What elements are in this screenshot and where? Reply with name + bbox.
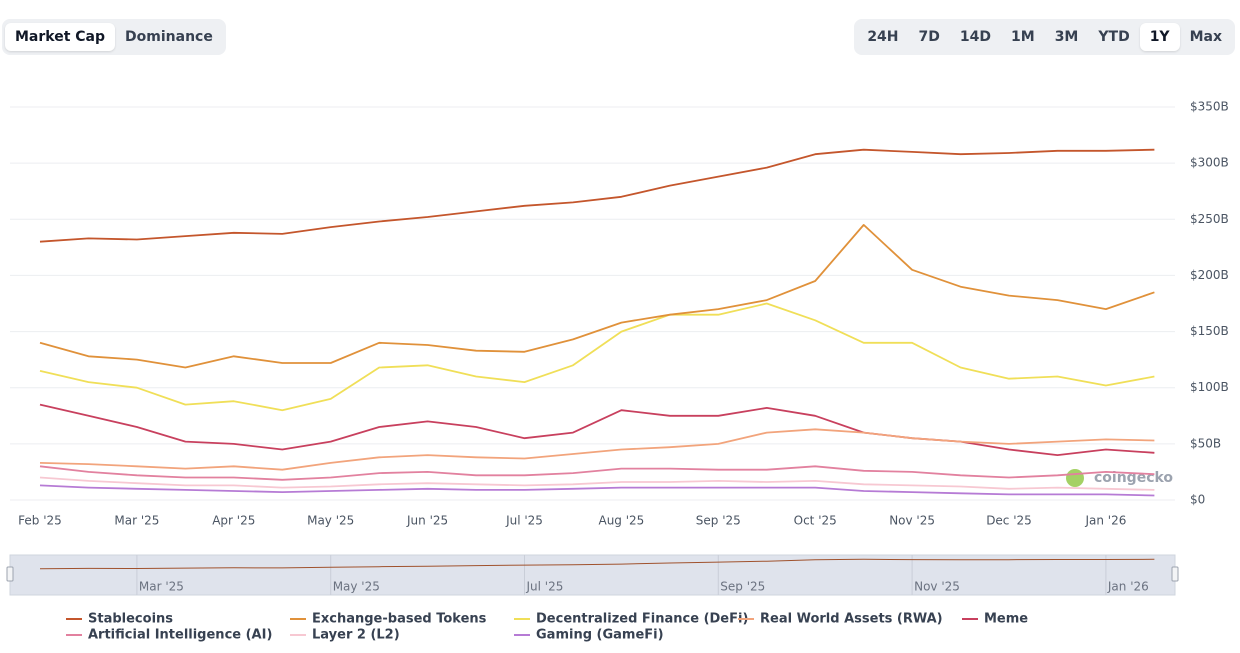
y-tick-label: $200B — [1190, 268, 1229, 282]
y-tick-label: $50B — [1190, 436, 1221, 450]
legend-item[interactable]: Gaming (GameFi) — [514, 628, 664, 643]
x-tick-label: Aug '25 — [598, 514, 644, 528]
range-group: 24H 7D 14D 1M 3M YTD 1Y Max — [854, 19, 1235, 55]
navigator-label: Jul '25 — [526, 580, 564, 594]
y-tick-label: $100B — [1190, 380, 1229, 394]
range-button[interactable]: 1Y — [1139, 23, 1180, 51]
series-line — [39, 428, 1155, 471]
legend-label: Layer 2 (L2) — [312, 628, 400, 643]
x-tick-label: May '25 — [307, 514, 354, 528]
tab-button[interactable]: Market Cap — [5, 23, 116, 51]
series-line — [39, 403, 1155, 456]
legend-item[interactable]: Artificial Intelligence (AI) — [66, 628, 272, 643]
legend-item[interactable]: Exchange-based Tokens — [290, 612, 487, 627]
range-button[interactable]: Max — [1189, 29, 1222, 45]
x-tick-label: Mar '25 — [114, 514, 159, 528]
legend-item[interactable]: Real World Assets (RWA) — [738, 612, 943, 627]
x-tick-label: Dec '25 — [986, 514, 1032, 528]
x-tick-label: Jun '25 — [406, 514, 448, 528]
navigator-handle[interactable] — [1171, 566, 1179, 582]
y-tick-label: $150B — [1190, 324, 1229, 338]
tab-group: Market Cap Dominance — [2, 19, 226, 55]
legend-item[interactable]: Decentralized Finance (DeFi) — [514, 612, 748, 627]
x-tick-label: Sep '25 — [696, 514, 741, 528]
x-tick-label: Feb '25 — [18, 514, 62, 528]
series-line — [39, 484, 1155, 497]
navigator-line — [39, 558, 1155, 570]
legend-label: Artificial Intelligence (AI) — [88, 628, 272, 643]
series-line — [39, 476, 1155, 491]
navigator-handle[interactable] — [6, 566, 14, 582]
watermark-logo — [1066, 469, 1084, 487]
range-button[interactable]: YTD — [1098, 29, 1130, 45]
y-tick-label: $300B — [1190, 156, 1229, 170]
legend-label: Decentralized Finance (DeFi) — [536, 612, 748, 627]
x-tick-label: Oct '25 — [794, 514, 837, 528]
y-tick-label: $0 — [1190, 493, 1205, 507]
range-button[interactable]: 14D — [959, 29, 991, 45]
series-line — [39, 148, 1155, 243]
range-button[interactable]: 24H — [867, 29, 899, 45]
navigator-label: Mar '25 — [139, 580, 184, 594]
legend-label: Stablecoins — [88, 612, 173, 627]
x-tick-label: Nov '25 — [889, 514, 935, 528]
series-line — [39, 465, 1155, 481]
x-tick-label: Apr '25 — [212, 514, 255, 528]
legend-label: Exchange-based Tokens — [312, 612, 487, 627]
navigator-label: Jan '26 — [1107, 580, 1149, 594]
range-button[interactable]: 3M — [1054, 29, 1079, 45]
legend-label: Real World Assets (RWA) — [760, 612, 943, 627]
legend-item[interactable]: Layer 2 (L2) — [290, 628, 400, 643]
x-tick-label: Jul '25 — [505, 514, 543, 528]
navigator-label: May '25 — [333, 580, 380, 594]
series-line — [39, 224, 1155, 369]
navigator-label: Nov '25 — [914, 580, 960, 594]
legend-label: Meme — [984, 612, 1028, 627]
legend-item[interactable]: Meme — [962, 612, 1028, 627]
navigator-background — [9, 554, 1176, 596]
range-button[interactable]: 1M — [1011, 29, 1035, 45]
x-tick-label: Jan '26 — [1084, 514, 1126, 528]
range-button[interactable]: 7D — [918, 29, 940, 45]
y-tick-label: $350B — [1190, 100, 1229, 114]
legend-item[interactable]: Stablecoins — [66, 612, 173, 627]
series-line — [39, 302, 1155, 412]
legend-label: Gaming (GameFi) — [536, 628, 664, 643]
y-tick-label: $250B — [1190, 212, 1229, 226]
tab-button[interactable]: Dominance — [125, 29, 213, 45]
navigator-label: Sep '25 — [720, 580, 765, 594]
